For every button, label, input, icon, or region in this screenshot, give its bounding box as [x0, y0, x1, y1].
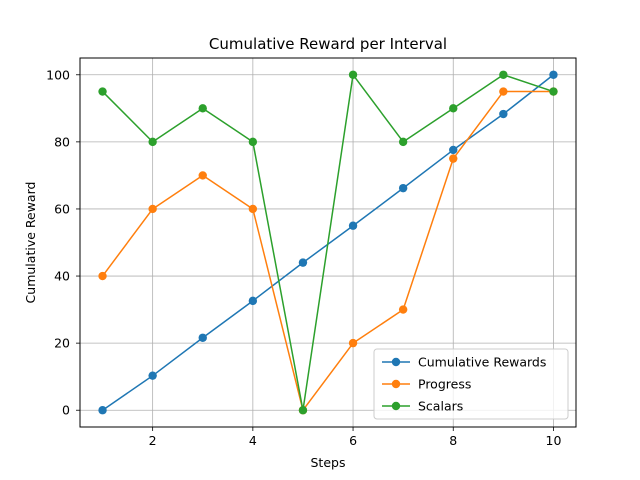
data-point-cumulative-rewards [248, 296, 258, 306]
legend-marker-scalars [391, 401, 401, 411]
data-point-progress [198, 171, 207, 180]
y-axis-label: Cumulative Reward [23, 182, 38, 304]
data-point-scalars [398, 137, 408, 147]
y-tick-label: 100 [46, 67, 70, 82]
legend-marker-cumulative-rewards [391, 357, 401, 367]
legend-marker-progress [391, 379, 401, 389]
data-point-progress [348, 338, 358, 348]
data-point-progress [398, 305, 408, 314]
y-tick-label: 20 [54, 336, 70, 351]
data-point-scalars [348, 70, 358, 79]
data-point-scalars [549, 87, 558, 96]
data-point-cumulative-rewards [549, 70, 558, 79]
data-point-progress [248, 204, 258, 214]
data-point-scalars [198, 104, 207, 113]
y-tick-label: 60 [54, 201, 70, 216]
data-point-progress [98, 271, 107, 281]
x-tick-label: 8 [449, 433, 457, 448]
data-point-scalars [298, 406, 308, 415]
data-point-scalars [449, 104, 458, 113]
data-point-scalars [499, 70, 508, 79]
legend: Cumulative Rewards Progress Scalars [373, 348, 569, 420]
series-line-scalars [102, 74, 554, 411]
legend-label-progress: Progress [418, 377, 471, 392]
y-tick-label: 80 [54, 134, 70, 149]
data-point-cumulative-rewards [298, 258, 308, 267]
data-point-cumulative-rewards [198, 333, 207, 342]
data-point-cumulative-rewards [348, 221, 358, 230]
data-point-progress [499, 87, 508, 96]
x-tick-label: 2 [149, 433, 157, 448]
chart-title: Cumulative Reward per Interval [209, 35, 447, 53]
grid [80, 58, 576, 427]
x-axis-label: Steps [311, 455, 346, 470]
legend-frame [373, 348, 569, 420]
data-point-cumulative-rewards [499, 109, 508, 119]
data-point-progress [449, 154, 458, 163]
data-point-scalars [148, 137, 157, 147]
legend-label-scalars: Scalars [418, 399, 463, 414]
series-line-progress [101, 90, 554, 411]
legend-label-cumulative-rewards: Cumulative Rewards [418, 355, 546, 370]
data-point-cumulative-rewards [148, 371, 157, 380]
x-tick-label: 10 [546, 433, 562, 448]
x-tick-label: 6 [349, 433, 357, 448]
data-point-cumulative-rewards [398, 183, 408, 193]
data-point-cumulative-rewards [449, 145, 458, 155]
y-tick-label: 40 [54, 269, 70, 284]
x-tick-label: 4 [249, 433, 257, 448]
y-tick-label: 0 [62, 403, 70, 418]
plot-frame [79, 57, 577, 428]
data-point-progress [148, 204, 157, 214]
data-point-scalars [248, 137, 258, 147]
data-point-cumulative-rewards [98, 406, 107, 415]
data-point-scalars [98, 87, 107, 96]
series-group [98, 70, 558, 415]
